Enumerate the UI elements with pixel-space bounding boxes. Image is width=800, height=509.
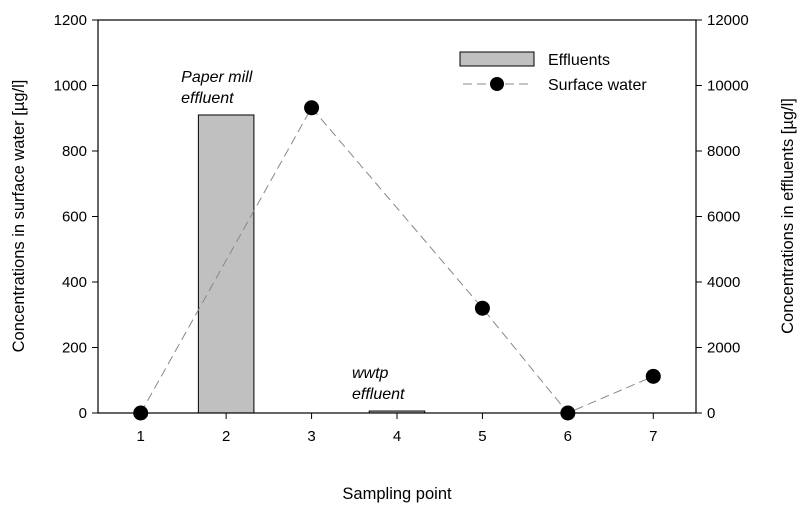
y-left-tick-label: 1000	[54, 78, 87, 95]
surface-water-point	[474, 300, 490, 316]
surface-water-point	[645, 368, 661, 384]
y-right-tick-label: 12000	[707, 12, 749, 29]
y-right-tick-label: 6000	[707, 209, 740, 226]
ticks-layer: 1 2 3 4 5 6 7020040060080010001200020004000600…	[54, 12, 749, 445]
x-tick-label: 5	[478, 428, 486, 445]
bars-layer	[197, 114, 426, 414]
x-tick-label: 7	[649, 428, 657, 445]
y-left-tick-label: 600	[62, 209, 87, 226]
y-left-tick-label: 200	[62, 340, 87, 357]
x-tick-label: 3	[307, 428, 315, 445]
y-left-tick-label: 1200	[54, 12, 87, 29]
legend-effluents-label: Effluents	[548, 52, 610, 69]
legend-effluents-swatch	[459, 51, 535, 67]
x-tick-label: 1	[137, 428, 145, 445]
effluents-bar	[197, 114, 255, 414]
surface-water-point	[304, 100, 320, 116]
annotation-text: effluent	[181, 90, 234, 107]
legend-surface-water-label: Surface water	[548, 77, 647, 94]
y-right-tick-label: 10000	[707, 78, 749, 95]
y-left-tick-label: 0	[79, 405, 87, 422]
line-layer	[133, 100, 661, 421]
x-tick-label: 6	[564, 428, 572, 445]
x-tick-label: 2	[222, 428, 230, 445]
y-right-tick-label: 4000	[707, 274, 740, 291]
x-tick-label: 4	[393, 428, 401, 445]
y-right-tick-label: 2000	[707, 340, 740, 357]
annotation-text: effluent	[352, 386, 405, 403]
y-axis-left-title: Concentrations in surface water [µg/l]	[10, 80, 28, 353]
y-right-tick-label: 8000	[707, 143, 740, 160]
annotations: Paper mill effluent wwtp effluent	[181, 69, 405, 403]
annotation-text: wwtp	[352, 365, 389, 382]
legend: Effluents Surface water	[459, 51, 647, 94]
annotation-text: Paper mill	[181, 69, 253, 86]
y-left-tick-label: 400	[62, 274, 87, 291]
x-axis-title: Sampling point	[342, 485, 452, 503]
legend-surface-water-marker	[490, 77, 504, 91]
y-left-tick-label: 800	[62, 143, 87, 160]
y-axis-right-title: Concentrations in effluents [µg/l]	[779, 98, 797, 334]
y-right-tick-label: 0	[707, 405, 715, 422]
